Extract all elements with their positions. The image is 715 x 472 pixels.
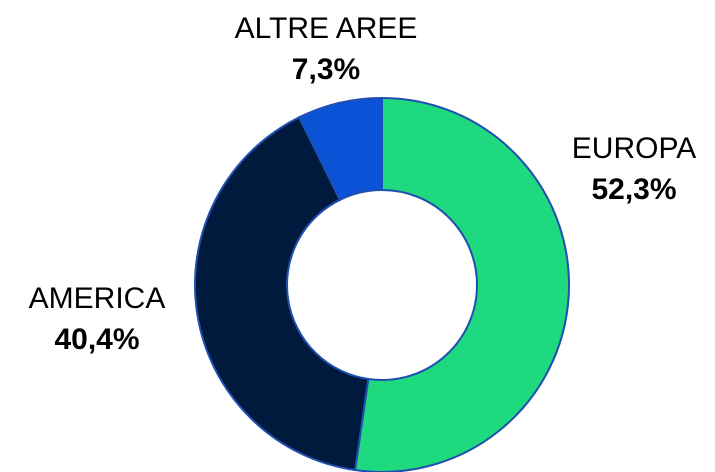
slice-value: 7,3%: [292, 53, 360, 86]
donut-slice: [194, 115, 370, 472]
donut-slice: [297, 96, 383, 202]
donut-slice: [353, 96, 570, 472]
slice-value: 52,3%: [591, 173, 676, 206]
slice-label: EUROPA: [572, 132, 696, 165]
slice-label: ALTRE AREE: [235, 12, 418, 45]
slice-label: AMERICA: [29, 282, 166, 315]
slice-value: 40,4%: [54, 323, 139, 356]
